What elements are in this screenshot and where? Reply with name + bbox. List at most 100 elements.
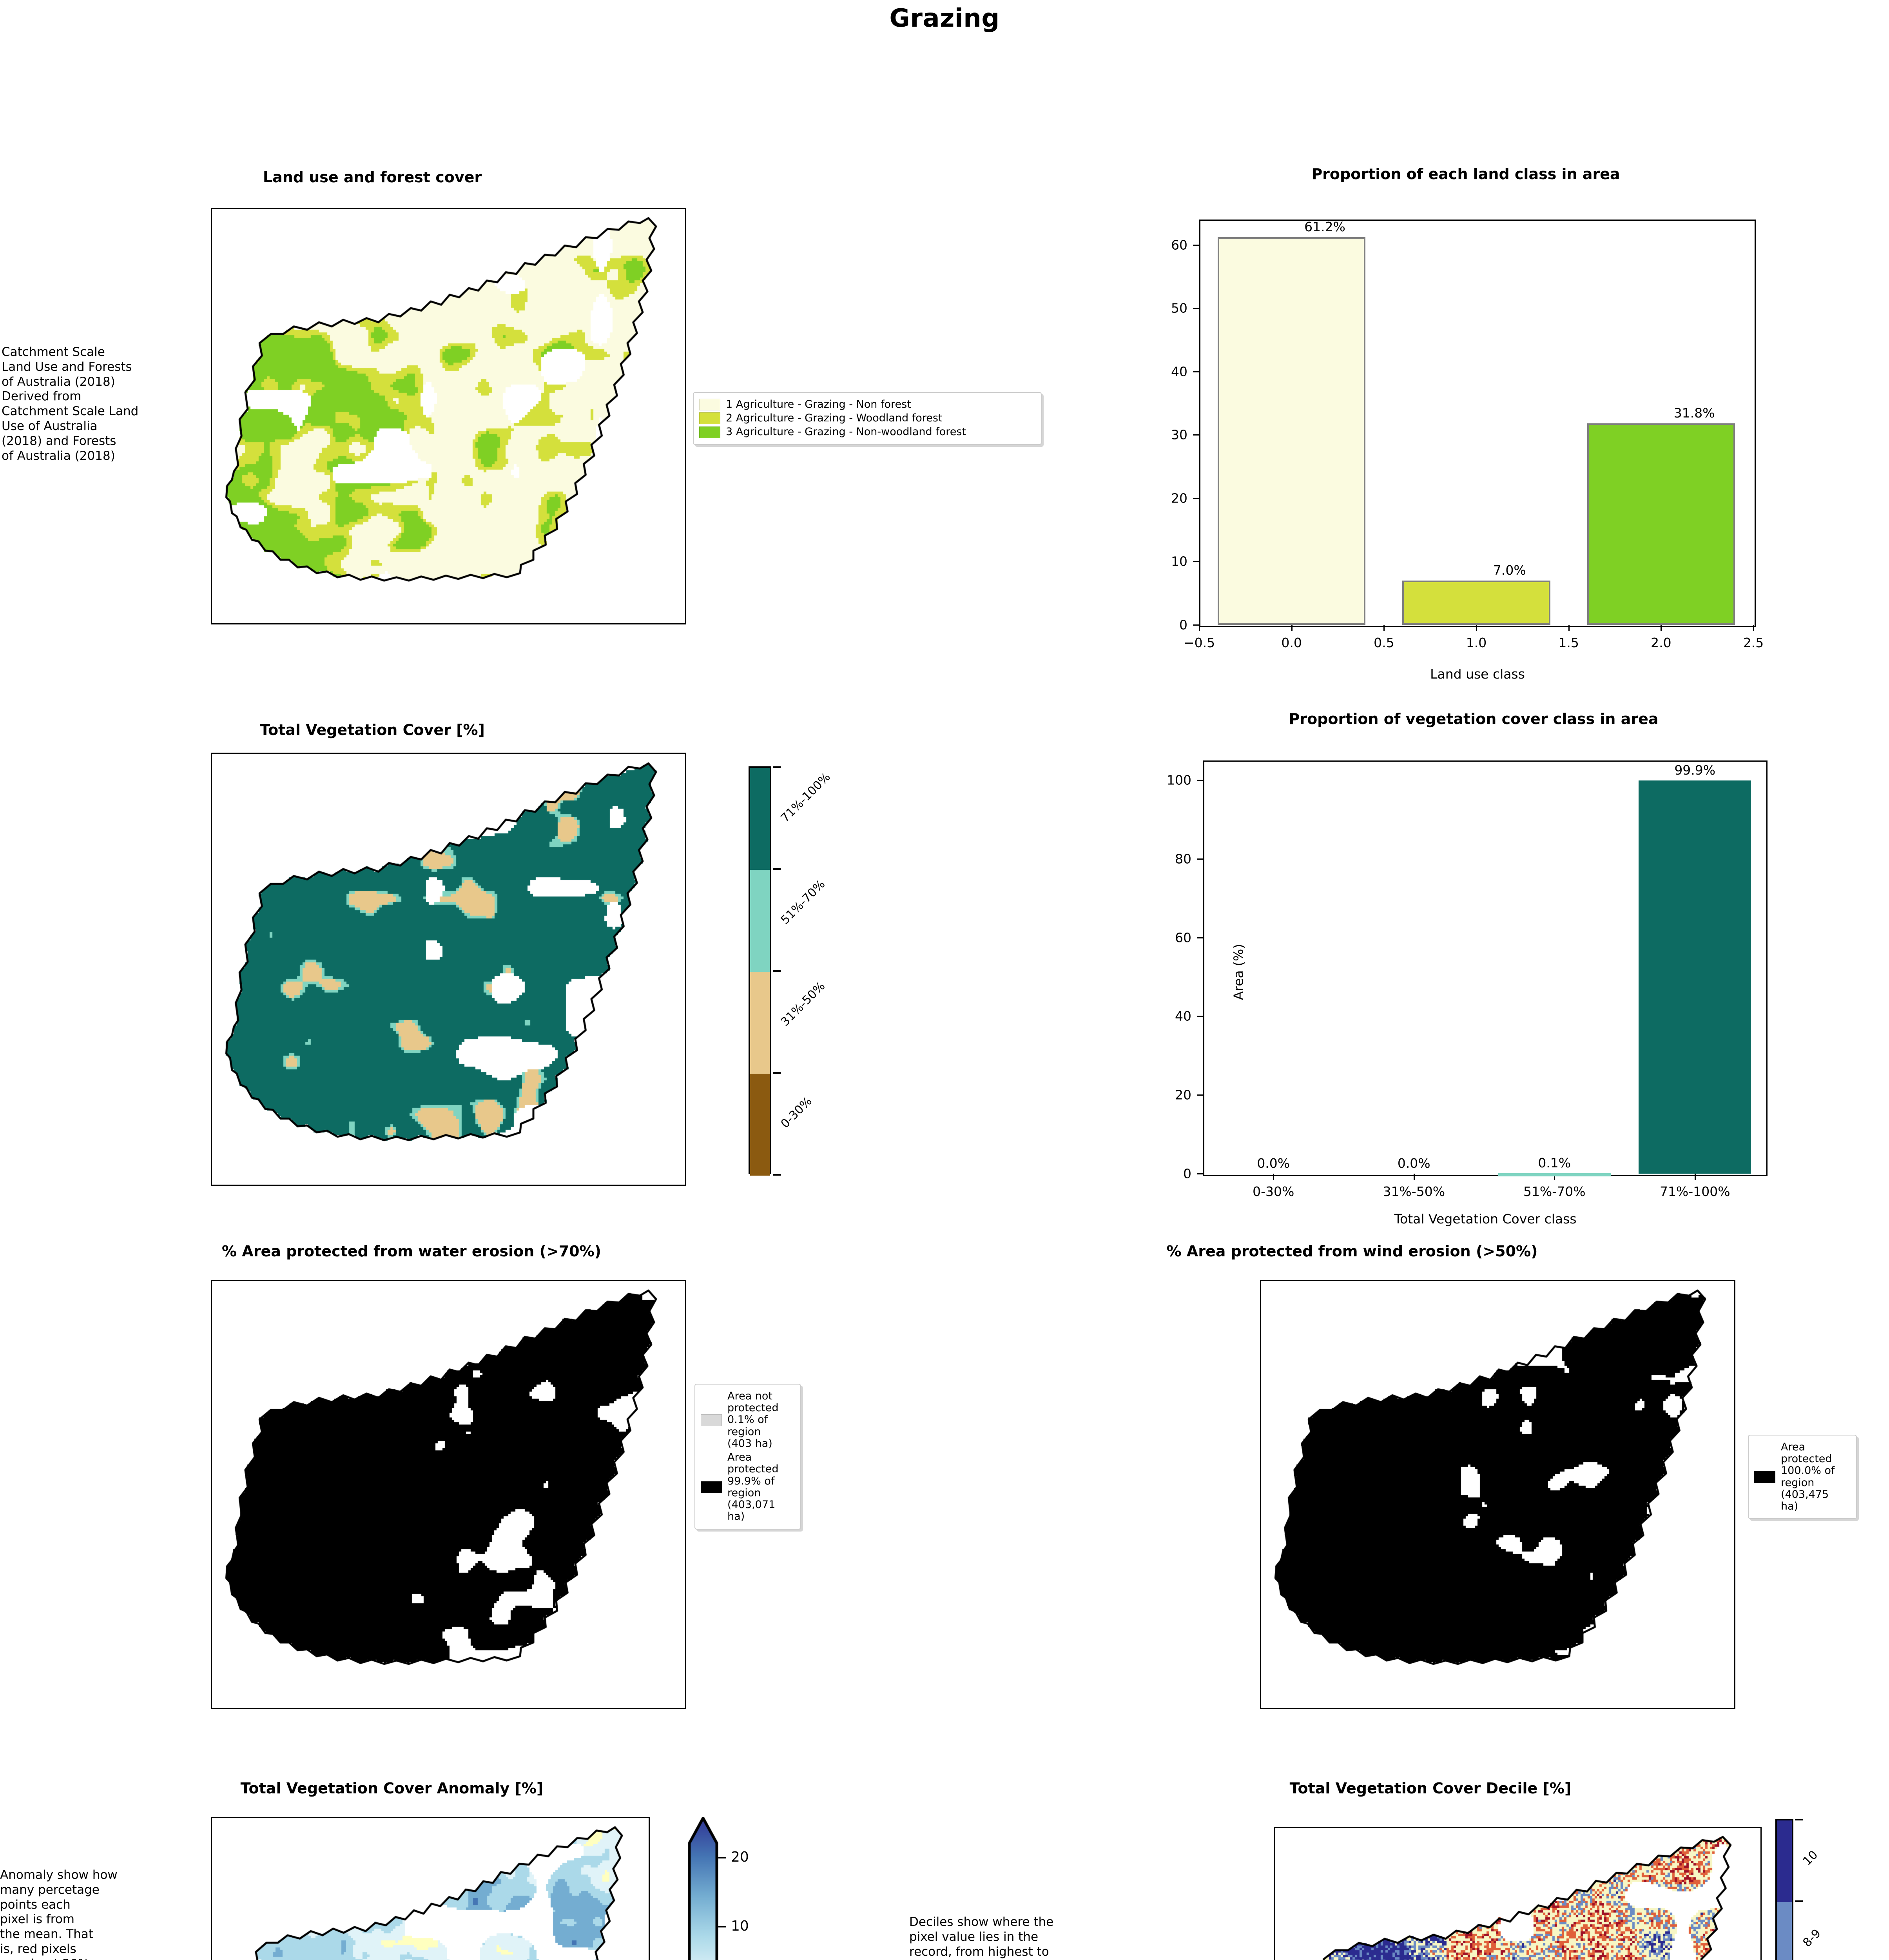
colorbar-tick [718, 1857, 726, 1859]
chart-y-tick [1197, 1094, 1203, 1096]
chart-y-tick-label: 20 [1175, 1087, 1191, 1103]
chart-x-tick-label: 71%-100% [1659, 1184, 1730, 1199]
chart-y-tick [1193, 434, 1199, 436]
page-title: Grazing [889, 4, 1000, 33]
chart-y-tick-label: 0 [1179, 617, 1187, 633]
chart1-x-axis-label: Land use class [1430, 666, 1525, 682]
chart-y-tick [1193, 244, 1199, 246]
legend-item-label: 1 Agriculture - Grazing - Non forest [726, 398, 911, 410]
chart-y-tick-label: 100 [1167, 772, 1191, 788]
chart-x-tick [1661, 625, 1662, 631]
colorbar-tick [1795, 1819, 1803, 1820]
legend-color-swatch [699, 399, 720, 411]
land-use-map[interactable] [211, 208, 686, 624]
vegetation-cover-map-canvas [212, 754, 685, 1185]
bar-value-label: 31.8% [1673, 405, 1715, 421]
chart-x-tick [1273, 1174, 1274, 1180]
land-use-map-title: Land use and forest cover [263, 169, 482, 186]
bar-value-label: 0.1% [1538, 1155, 1571, 1171]
land-class-proportion-chart[interactable]: Proportion of each land class in area La… [1121, 157, 1811, 686]
chart-x-tick-label: 2.5 [1743, 635, 1764, 650]
chart-y-tick-label: 50 [1171, 300, 1187, 316]
colorbar-segment [750, 870, 770, 972]
chart-y-tick-label: 30 [1171, 427, 1187, 443]
bar[interactable] [1587, 423, 1735, 625]
decile-map-canvas [1275, 1828, 1760, 1960]
colorbar-tick [773, 868, 781, 870]
chart-x-tick [1568, 625, 1570, 631]
chart-x-tick [1413, 1174, 1415, 1180]
bar[interactable] [1639, 780, 1751, 1174]
legend-color-swatch [699, 426, 720, 438]
colorbar-tick-label: 10 [1800, 1847, 1821, 1868]
chart2-x-axis-label: Total Vegetation Cover class [1394, 1211, 1577, 1227]
bar[interactable] [1218, 237, 1366, 625]
legend-color-swatch [701, 1414, 722, 1426]
chart-y-tick [1193, 561, 1199, 563]
legend-color-swatch [1754, 1471, 1775, 1483]
colorbar-tick [773, 1072, 781, 1074]
wind-erosion-map-title: % Area protected from wind erosion (>50%… [1166, 1243, 1538, 1260]
anomaly-map[interactable] [211, 1817, 650, 1960]
water-erosion-legend: Area not protected 0.1% of region (403 h… [694, 1384, 801, 1530]
water-erosion-map-title: % Area protected from water erosion (>70… [221, 1243, 602, 1260]
chart-y-tick [1193, 624, 1199, 626]
chart-y-tick [1197, 937, 1203, 938]
bar-value-label: 61.2% [1304, 219, 1345, 235]
colorbar-tick [1795, 1900, 1803, 1902]
colorbar-segment [1777, 1902, 1792, 1960]
wind-erosion-legend: Area protected 100.0% of region (403,475… [1748, 1435, 1857, 1519]
legend-item: 2 Agriculture - Grazing - Woodland fores… [699, 412, 1035, 425]
water-erosion-map-canvas [212, 1281, 685, 1708]
colorbar-tick-label: 0-30% [778, 1094, 815, 1131]
chart-y-tick-label: 0 [1183, 1166, 1191, 1181]
chart2-title: Proportion of vegetation cover class in … [1289, 710, 1659, 728]
chart-x-tick-label: 1.0 [1466, 635, 1487, 650]
bar[interactable] [1402, 580, 1550, 625]
colorbar-body [749, 766, 771, 1176]
colorbar-tick [718, 1926, 726, 1928]
land-use-legend: 1 Agriculture - Grazing - Non forest 2 A… [693, 392, 1042, 445]
colorbar-tick [773, 1174, 781, 1176]
chart-y-tick [1197, 1173, 1203, 1174]
legend-item-label: Area protected 100.0% of region (403,475… [1781, 1441, 1835, 1513]
colorbar-tick-label: 8-9 [1800, 1926, 1824, 1950]
chart-x-tick-label: 1.5 [1558, 635, 1579, 650]
colorbar-tick-label: 20 [731, 1849, 749, 1866]
anomaly-map-canvas [212, 1818, 649, 1960]
chart-y-tick [1193, 497, 1199, 499]
decile-map[interactable] [1274, 1827, 1762, 1960]
chart-x-tick [1383, 625, 1385, 631]
chart-y-tick [1197, 858, 1203, 860]
chart-x-tick-label: 31%-50% [1383, 1184, 1445, 1199]
chart-x-tick [1753, 625, 1754, 631]
bar[interactable] [1498, 1173, 1611, 1176]
decile-map-title: Total Vegetation Cover Decile [%] [1289, 1780, 1572, 1797]
colorbar-tick [773, 970, 781, 972]
vegetation-cover-map[interactable] [211, 753, 686, 1186]
legend-item: Area protected 99.9% of region (403,071 … [701, 1452, 795, 1523]
vegetation-class-proportion-chart[interactable]: Proportion of vegetation cover class in … [1121, 702, 1826, 1231]
chart-y-tick-label: 80 [1175, 851, 1191, 867]
vegetation-cover-colorbar: 71%-100% 51%-70% 31%-50% 0-30% [749, 766, 984, 1182]
chart-x-tick [1199, 625, 1200, 631]
bar-value-label: 0.0% [1397, 1156, 1430, 1171]
colorbar-tick-label: 31%-50% [778, 979, 828, 1029]
colorbar-tick-label: 10 [731, 1918, 749, 1935]
chart2-y-axis-label: Area (%) [1231, 944, 1246, 1000]
legend-item-label: Area not protected 0.1% of region (403 h… [727, 1390, 779, 1450]
anomaly-map-title: Total Vegetation Cover Anomaly [%] [240, 1780, 544, 1797]
colorbar-body [1775, 1819, 1793, 1960]
chart-x-tick-label: 51%-70% [1523, 1184, 1586, 1199]
chart-x-tick [1554, 1174, 1555, 1180]
water-erosion-map[interactable] [211, 1280, 686, 1709]
wind-erosion-map[interactable] [1260, 1280, 1735, 1709]
land-use-source-note: Catchment Scale Land Use and Forests of … [2, 345, 139, 463]
chart-x-tick-label: 2.0 [1651, 635, 1671, 650]
chart-x-tick [1291, 625, 1293, 631]
chart-x-tick [1694, 1174, 1696, 1180]
bar-value-label: 7.0% [1493, 562, 1526, 578]
legend-item-label: Area protected 99.9% of region (403,071 … [727, 1451, 779, 1523]
decile-colorbar: 108-94-72-31 [1775, 1819, 1889, 1960]
anomaly-colorbar: 20100−10−20 [688, 1815, 845, 1960]
